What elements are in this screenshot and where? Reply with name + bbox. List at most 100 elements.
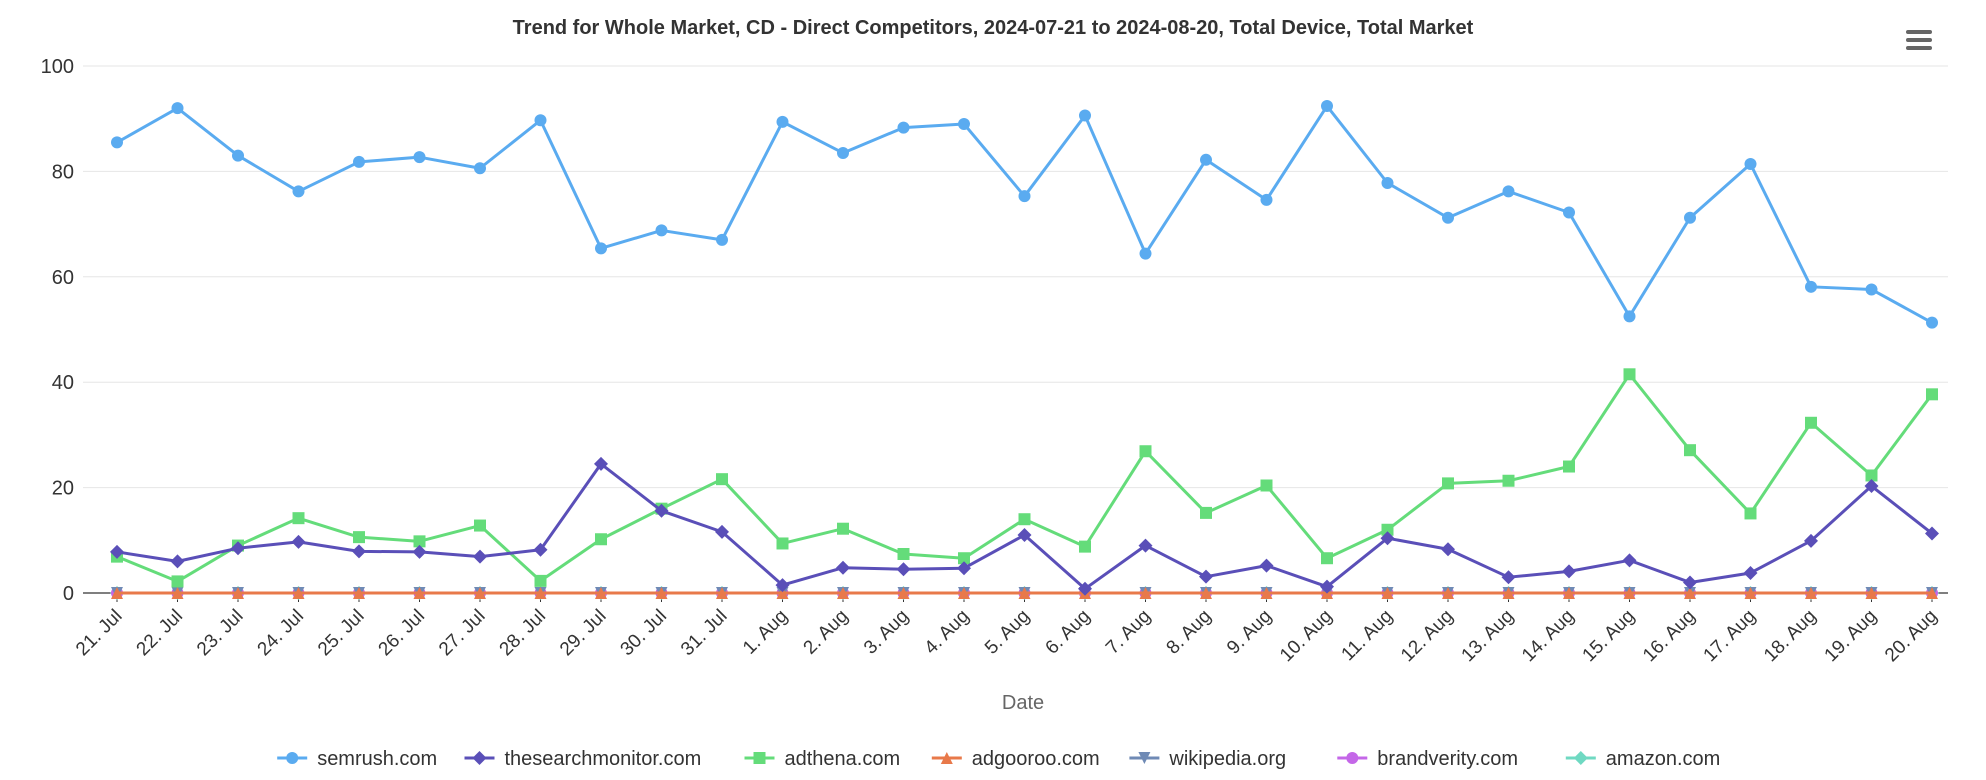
data-point xyxy=(595,242,607,255)
data-point xyxy=(1018,587,1031,599)
data-point xyxy=(1926,388,1938,401)
legend-item: adthena.com xyxy=(744,748,901,770)
x-tick-label: 17. Aug xyxy=(1700,606,1760,666)
series-adthena-com xyxy=(111,368,1938,588)
legend-label: semrush.com xyxy=(317,748,437,770)
data-point xyxy=(232,587,244,599)
x-tick-label: 19. Aug xyxy=(1821,606,1881,666)
chart-title: Trend for Whole Market, CD - Direct Comp… xyxy=(513,17,1474,39)
data-point xyxy=(1380,531,1395,546)
data-point xyxy=(1321,100,1333,113)
legend-label: adgooroo.com xyxy=(972,748,1100,770)
x-tick-label: 9. Aug xyxy=(1223,606,1276,659)
data-point xyxy=(1744,507,1757,520)
x-tick-label: 25. Jul xyxy=(314,606,368,660)
data-point xyxy=(533,542,548,557)
legend: semrush.com thesearchmonitor.com adthena.c… xyxy=(277,748,1720,770)
data-point xyxy=(534,587,547,599)
data-point xyxy=(958,552,970,565)
data-point xyxy=(1926,587,1938,599)
data-point xyxy=(534,574,547,587)
y-tick-label: 40 xyxy=(52,372,74,394)
data-point xyxy=(897,587,910,599)
chart-menu-button[interactable] xyxy=(1900,22,1936,56)
legend-label: adthena.com xyxy=(785,748,901,770)
data-point xyxy=(231,541,245,556)
x-tick-label: 21. Jul xyxy=(72,606,126,660)
legend-marker xyxy=(940,752,953,764)
data-point xyxy=(1804,533,1818,548)
x-tick-label: 12. Aug xyxy=(1397,606,1457,666)
data-point xyxy=(292,185,305,198)
data-point xyxy=(473,549,487,564)
data-point xyxy=(837,587,849,599)
data-point xyxy=(171,575,184,588)
data-point xyxy=(897,121,910,134)
legend-item: brandverity.com xyxy=(1337,748,1518,770)
legend-item: semrush.com xyxy=(277,748,437,770)
data-point xyxy=(170,554,185,569)
legend-label: amazon.com xyxy=(1606,748,1721,770)
x-tick-label: 2. Aug xyxy=(800,606,853,659)
data-point xyxy=(1320,579,1334,594)
data-point xyxy=(716,587,728,599)
legend-marker xyxy=(1573,751,1588,765)
data-point xyxy=(896,562,911,577)
data-point xyxy=(1260,479,1273,492)
y-tick-label: 0 xyxy=(63,583,74,605)
x-tick-label: 15. Aug xyxy=(1579,606,1639,666)
data-point xyxy=(836,560,850,575)
data-point xyxy=(1442,211,1454,224)
y-tick-label: 80 xyxy=(52,161,74,183)
legend-label: wikipedia.org xyxy=(1168,748,1286,770)
legend-marker xyxy=(753,752,766,764)
x-tick-label: 13. Aug xyxy=(1458,606,1518,666)
data-point xyxy=(1078,581,1092,596)
data-point xyxy=(110,544,124,559)
data-point xyxy=(897,548,910,561)
x-tick-label: 31. Jul xyxy=(677,606,731,660)
data-point xyxy=(1139,247,1152,260)
data-point xyxy=(716,233,728,246)
data-point xyxy=(1865,469,1878,482)
data-point xyxy=(1139,587,1152,599)
data-point xyxy=(1260,193,1273,206)
x-tick-label: 29. Jul xyxy=(556,606,610,660)
data-point xyxy=(412,544,427,559)
data-point xyxy=(654,503,669,518)
data-point xyxy=(594,456,608,471)
data-point xyxy=(474,587,486,599)
data-point xyxy=(1562,564,1576,579)
y-tick-label: 100 xyxy=(41,56,74,78)
x-tick-label: 8. Aug xyxy=(1163,606,1216,659)
x-tick-label: 26. Jul xyxy=(375,606,429,660)
data-point xyxy=(1079,109,1091,122)
x-tick-label: 10. Aug xyxy=(1276,606,1336,666)
x-tick-label: 5. Aug xyxy=(981,606,1034,659)
data-point xyxy=(1442,587,1454,599)
y-tick-label: 60 xyxy=(52,267,74,289)
data-point xyxy=(1138,538,1153,553)
data-point xyxy=(958,117,970,130)
data-point xyxy=(1805,587,1817,599)
series-line xyxy=(115,462,1934,591)
data-point xyxy=(1079,540,1091,553)
data-point xyxy=(1743,565,1758,580)
data-point xyxy=(655,224,668,237)
legend-item: amazon.com xyxy=(1565,748,1721,770)
x-axis: 21. Jul 22. Jul 23. Jul 24. Jul 25. Jul 26. J… xyxy=(72,592,1948,666)
data-point xyxy=(595,587,607,599)
data-point xyxy=(353,531,365,544)
data-point xyxy=(534,114,547,127)
series-layer xyxy=(110,100,1939,600)
x-tick-label: 7. Aug xyxy=(1102,606,1155,659)
data-point xyxy=(413,151,426,164)
data-point xyxy=(1381,176,1394,189)
data-point xyxy=(1260,587,1273,599)
data-point xyxy=(1563,460,1575,473)
data-point xyxy=(1259,558,1274,573)
data-point xyxy=(1683,575,1697,590)
data-point xyxy=(1563,206,1575,219)
x-tick-label: 4. Aug xyxy=(921,606,974,659)
